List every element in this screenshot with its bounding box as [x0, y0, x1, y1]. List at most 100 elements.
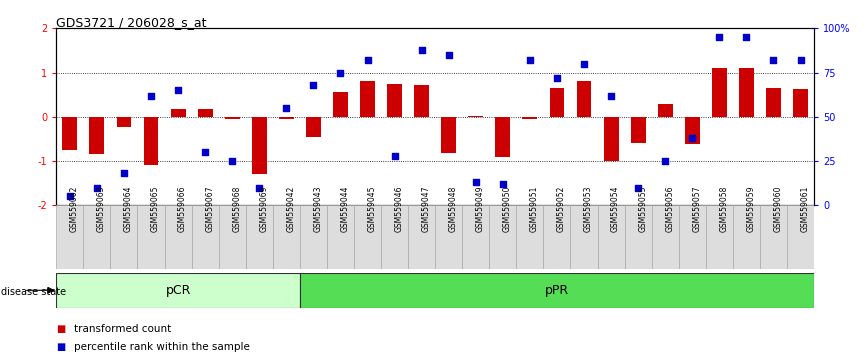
Point [713, 34, 727, 40]
Text: percentile rank within the sample: percentile rank within the sample [74, 342, 249, 352]
Point [685, 135, 699, 141]
FancyBboxPatch shape [408, 205, 435, 269]
FancyBboxPatch shape [381, 205, 408, 269]
Bar [225, 117, 240, 119]
FancyBboxPatch shape [354, 205, 381, 269]
Bar [144, 117, 158, 166]
Text: GSM559058: GSM559058 [720, 185, 728, 232]
Text: GSM559064: GSM559064 [124, 185, 133, 232]
Bar [712, 68, 727, 117]
FancyBboxPatch shape [651, 205, 679, 269]
FancyBboxPatch shape [218, 205, 246, 269]
Bar [442, 117, 456, 153]
Text: GSM559047: GSM559047 [422, 185, 430, 232]
Bar [197, 109, 212, 117]
Bar [550, 88, 565, 117]
Text: transformed count: transformed count [74, 324, 171, 334]
Point [658, 158, 672, 164]
FancyBboxPatch shape [56, 273, 300, 308]
Bar [522, 117, 537, 119]
FancyBboxPatch shape [760, 205, 787, 269]
Point [740, 34, 753, 40]
Point [63, 194, 77, 199]
Point [793, 57, 807, 63]
Text: GSM559044: GSM559044 [340, 185, 350, 232]
Bar [414, 85, 429, 117]
FancyBboxPatch shape [111, 205, 138, 269]
Bar [793, 90, 808, 117]
Point [388, 153, 402, 159]
FancyBboxPatch shape [516, 205, 544, 269]
FancyBboxPatch shape [83, 205, 111, 269]
Point [171, 87, 185, 93]
Text: GSM559052: GSM559052 [557, 185, 566, 232]
FancyBboxPatch shape [598, 205, 624, 269]
Point [415, 47, 429, 52]
Point [766, 57, 780, 63]
Bar [171, 109, 185, 117]
Bar [279, 117, 294, 119]
Text: GSM559050: GSM559050 [503, 185, 512, 232]
Text: ■: ■ [56, 342, 66, 352]
Bar [62, 117, 77, 150]
FancyBboxPatch shape [571, 205, 598, 269]
Text: GSM559055: GSM559055 [638, 185, 647, 232]
Text: GDS3721 / 206028_s_at: GDS3721 / 206028_s_at [56, 16, 207, 29]
Bar [495, 117, 510, 156]
FancyBboxPatch shape [246, 205, 273, 269]
Text: GSM559061: GSM559061 [800, 185, 810, 232]
Text: GSM559066: GSM559066 [178, 185, 187, 232]
Bar [630, 117, 645, 143]
FancyBboxPatch shape [462, 205, 489, 269]
Point [117, 171, 131, 176]
Point [631, 185, 645, 190]
Text: GSM559065: GSM559065 [151, 185, 160, 232]
Text: GSM559057: GSM559057 [692, 185, 701, 232]
Bar [252, 117, 267, 175]
Point [307, 82, 320, 88]
Point [550, 75, 564, 81]
Text: GSM559062: GSM559062 [70, 185, 79, 232]
Point [144, 93, 158, 98]
Point [360, 57, 374, 63]
Bar [387, 84, 402, 117]
Bar [685, 117, 700, 144]
Point [496, 181, 510, 187]
Text: GSM559060: GSM559060 [773, 185, 783, 232]
Text: GSM559054: GSM559054 [611, 185, 620, 232]
Text: pCR: pCR [165, 284, 191, 297]
Text: GSM559045: GSM559045 [367, 185, 377, 232]
Text: GSM559069: GSM559069 [259, 185, 268, 232]
FancyBboxPatch shape [326, 205, 354, 269]
Bar [89, 117, 104, 154]
Point [90, 185, 104, 190]
Text: GSM559051: GSM559051 [530, 185, 539, 232]
Bar [306, 117, 320, 137]
Point [469, 179, 482, 185]
Point [252, 185, 266, 190]
Point [333, 70, 347, 75]
Text: GSM559049: GSM559049 [475, 185, 485, 232]
FancyBboxPatch shape [679, 205, 706, 269]
FancyBboxPatch shape [56, 205, 83, 269]
FancyBboxPatch shape [273, 205, 300, 269]
Point [442, 52, 456, 58]
Point [198, 149, 212, 155]
Bar [766, 88, 781, 117]
Point [280, 105, 294, 111]
Text: GSM559046: GSM559046 [395, 185, 404, 232]
Bar [658, 104, 673, 117]
Point [577, 61, 591, 67]
Point [523, 57, 537, 63]
Point [604, 93, 618, 98]
Bar [469, 116, 483, 117]
Text: disease state: disease state [1, 287, 66, 297]
Bar [577, 81, 591, 117]
FancyBboxPatch shape [300, 205, 326, 269]
Text: GSM559053: GSM559053 [584, 185, 593, 232]
FancyBboxPatch shape [706, 205, 733, 269]
FancyBboxPatch shape [165, 205, 191, 269]
FancyBboxPatch shape [544, 205, 571, 269]
Text: GSM559059: GSM559059 [746, 185, 755, 232]
FancyBboxPatch shape [435, 205, 462, 269]
